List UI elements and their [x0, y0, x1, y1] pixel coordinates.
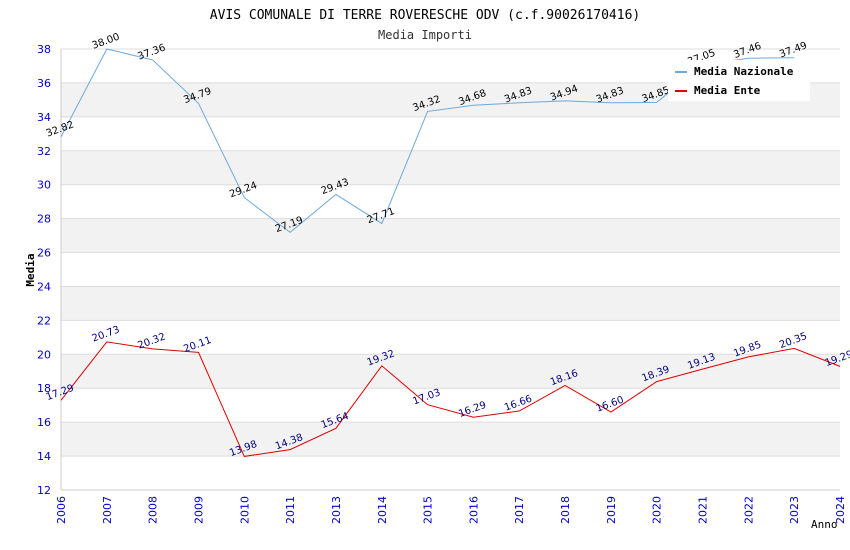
y-tick-label: 20 [37, 348, 51, 361]
x-tick-label: 2007 [101, 496, 114, 524]
y-tick-label: 38 [37, 43, 51, 56]
y-tick-labels: 12 14 16 18 20 22 24 26 28 30 32 34 36 38 [37, 43, 51, 497]
x-tick-label: 2009 [192, 496, 205, 524]
chart-title: AVIS COMUNALE DI TERRE ROVERESCHE ODV (c… [210, 8, 640, 23]
legend-label-media-nazionale: Media Nazionale [694, 65, 794, 78]
legend-background [668, 60, 810, 101]
axes [60, 49, 840, 491]
x-tick-label: 2016 [467, 496, 480, 524]
x-tick-label: 2024 [834, 496, 847, 524]
series-line-media-ente [60, 341, 841, 457]
x-tick-label: 2021 [697, 496, 710, 524]
x-tick-labels: 2006 2007 2008 2009 2010 2011 2013 2014 2015 2016… [55, 496, 847, 524]
y-tick-label: 34 [37, 111, 51, 124]
grid-band [61, 354, 840, 389]
x-tick-label: 2014 [376, 496, 389, 524]
x-tick-label: 2013 [330, 496, 343, 524]
y-tick-label: 36 [37, 77, 51, 90]
grid-band [61, 422, 840, 457]
y-tick-label: 32 [37, 145, 51, 158]
grid-lines [61, 48, 840, 491]
x-tick-label: 2022 [742, 496, 755, 524]
y-tick-label: 18 [37, 382, 51, 395]
y-tick-label: 14 [37, 450, 51, 463]
y-tick-label: 16 [37, 416, 51, 429]
x-tick-label: 2017 [513, 496, 526, 524]
x-tick-label: 2023 [788, 496, 801, 524]
x-tick-label: 2020 [651, 496, 664, 524]
y-tick-label: 24 [37, 280, 51, 293]
legend-label-media-ente: Media Ente [694, 84, 761, 97]
grid-band [61, 218, 840, 253]
x-tick-label: 2018 [559, 496, 572, 524]
x-tick-label: 2011 [284, 496, 297, 524]
y-tick-label: 12 [37, 484, 51, 497]
y-axis-title: Media [24, 253, 37, 286]
grid-bands [61, 82, 840, 457]
y-tick-label: 28 [37, 213, 51, 226]
x-tick-label: 2010 [238, 496, 251, 524]
grid-band [61, 150, 840, 185]
x-tick-label: 2006 [55, 496, 68, 524]
data-label: 20.73 [91, 324, 122, 344]
x-tick-label: 2019 [605, 496, 618, 524]
x-tick-label: 2015 [422, 496, 435, 524]
grid-band [61, 286, 840, 321]
x-axis-title: Anno [811, 518, 838, 531]
y-tick-label: 30 [37, 179, 51, 192]
y-tick-label: 22 [37, 314, 51, 327]
legend: Media Nazionale Media Ente [668, 60, 810, 101]
chart-subtitle: Media Importi [378, 28, 472, 42]
x-tick-label: 2008 [147, 496, 160, 524]
y-tick-label: 26 [37, 247, 51, 260]
